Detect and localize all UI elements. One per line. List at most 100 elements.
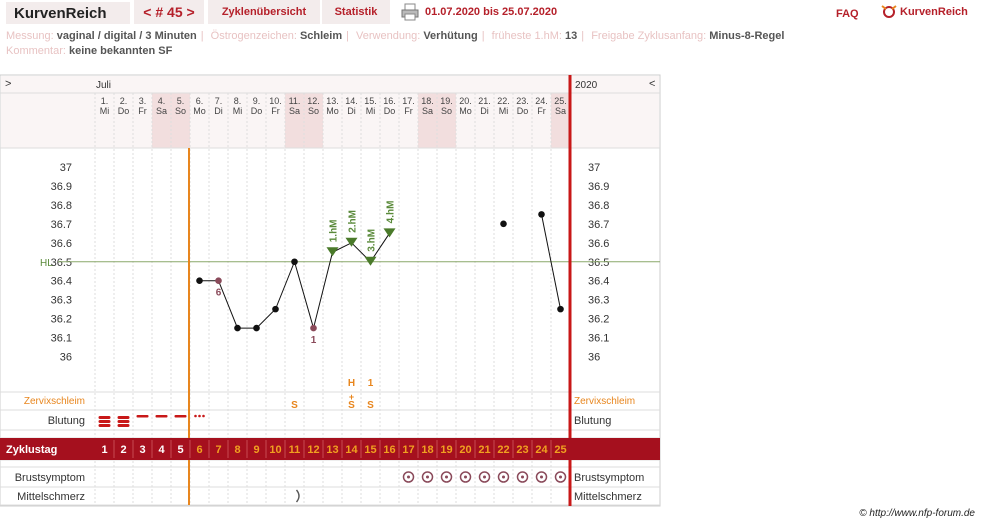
y-tick-label-right: 36.4 [588,276,609,288]
temperature-point [215,277,222,285]
day-weekday: Sa [555,106,566,116]
printer-icon[interactable] [401,3,419,21]
y-tick-label-left: 36.9 [51,181,72,193]
breast-symptom-dot [445,475,448,479]
cycle-day-number: 10 [269,444,281,456]
breast-symptom-dot [407,475,410,479]
cycle-day-number: 12 [307,444,319,456]
day-number: 24. [535,96,548,106]
year-label: 2020 [575,80,598,91]
temperature-point [272,305,279,313]
y-tick-label-right: 36.5 [588,257,609,269]
day-weekday: Sa [422,106,433,116]
cycle-day-number: 2 [120,444,126,456]
cycle-day-number: 19 [440,444,452,456]
cycle-day-number: 8 [234,444,240,456]
day-number: 14. [345,96,358,106]
zervix-top-mark: H [348,378,355,389]
cycle-day-band [0,438,660,460]
row-label-zervix: Zervixschleim [24,396,85,407]
day-number: 22. [497,96,510,106]
oestrogen-label: Östrogenzeichen: [210,30,297,42]
high-measurement-label: 4.hM [386,201,397,224]
weekend-column [437,93,456,148]
cycle-day-number: 25 [554,444,566,456]
kommentar-label: Kommentar: [6,45,66,57]
tab-statistics[interactable]: Statistik [322,0,390,24]
day-weekday: Do [517,106,529,116]
day-number: 7. [215,96,223,106]
y-tick-label-left: 36.8 [51,200,72,212]
zervix-entry: S [291,400,298,411]
cycle-navigation[interactable]: < # 45 > [134,0,204,24]
cycle-day-number: 13 [326,444,338,456]
logo[interactable]: KurvenReich [880,2,980,22]
y-tick-label-right: 36.9 [588,181,609,193]
mittelschmerz-marker [295,489,300,503]
tab-cycle-overview[interactable]: Zyklenübersicht [208,0,320,24]
y-tick-label-left: 36.7 [51,219,72,231]
cycle-day-number: 1 [101,444,107,456]
day-number: 25. [554,96,567,106]
cycle-day-number: 9 [253,444,259,456]
day-number: 15. [364,96,377,106]
day-weekday: Do [118,106,130,116]
high-measurement-label: 3.hM [367,229,378,252]
day-number: 4. [158,96,166,106]
day-number: 16. [383,96,396,106]
weekend-column [551,93,570,148]
temperature-point [557,305,564,313]
cycle-day-number: 22 [497,444,509,456]
day-number: 20. [459,96,472,106]
brand-title[interactable]: KurvenReich [6,2,130,24]
row-label-blutung: Blutung [48,415,85,427]
bleeding-medium-mark [155,415,168,418]
y-tick-label-right: 36.3 [588,295,609,307]
y-tick-label-right: 36.6 [588,238,609,250]
messung-value: vaginal / digital / 3 Minuten [56,30,197,42]
cover-line-label: HL [40,258,53,269]
y-tick-label-right: 36.1 [588,333,609,345]
high-measurement-label: 2.hM [348,210,359,233]
oestrogen-value: Schleim [299,30,343,42]
day-number: 3. [139,96,147,106]
nav-right-arrow: < [649,78,655,90]
breast-symptom-dot [559,475,562,479]
bleeding-medium-mark [174,415,187,418]
meta-line-2: Kommentar: keine bekannten SF [6,45,172,57]
temperature-point [538,211,545,218]
day-number: 13. [326,96,339,106]
day-weekday: Do [251,106,263,116]
cycle-day-label: Zyklustag [6,444,57,456]
y-tick-label-left: 36.1 [51,333,72,345]
verwendung-label: Verwendung: [356,30,421,42]
day-weekday: Mi [100,106,110,116]
breast-symptom-dot [502,475,505,479]
day-number: 18. [421,96,434,106]
zervix-entry: S [367,400,374,411]
day-weekday: Di [347,106,356,116]
high-measurement-marker [383,228,396,238]
y-tick-label-right: 36.8 [588,200,609,212]
messung-label: Messung: [6,30,54,42]
row-label-brust-right: Brustsymptom [574,472,644,484]
faq-link[interactable]: FAQ [836,8,859,20]
excluded-point-label: 1 [311,335,317,346]
frueheste-label: früheste 1.hM: [491,30,562,42]
copyright: © http://www.nfp-forum.de [859,508,975,519]
bleeding-heavy-mark [98,424,111,427]
bleeding-heavy-mark [117,416,130,419]
temperature-point [500,220,507,228]
temperature-point [234,324,241,332]
y-tick-label-left: 36.6 [51,238,72,250]
breast-symptom-dot [540,475,543,479]
day-header-bg [1,76,659,148]
y-tick-label-right: 36 [588,352,600,364]
nav-left-arrow: > [5,78,11,90]
day-weekday: So [175,106,186,116]
high-measurement-marker [364,256,377,266]
meta-line-1: Messung: vaginal / digital / 3 Minuten | … [6,30,785,42]
cycle-day-number: 7 [215,444,221,456]
day-weekday: Di [480,106,489,116]
zervix-mid-mark: + [349,392,354,402]
